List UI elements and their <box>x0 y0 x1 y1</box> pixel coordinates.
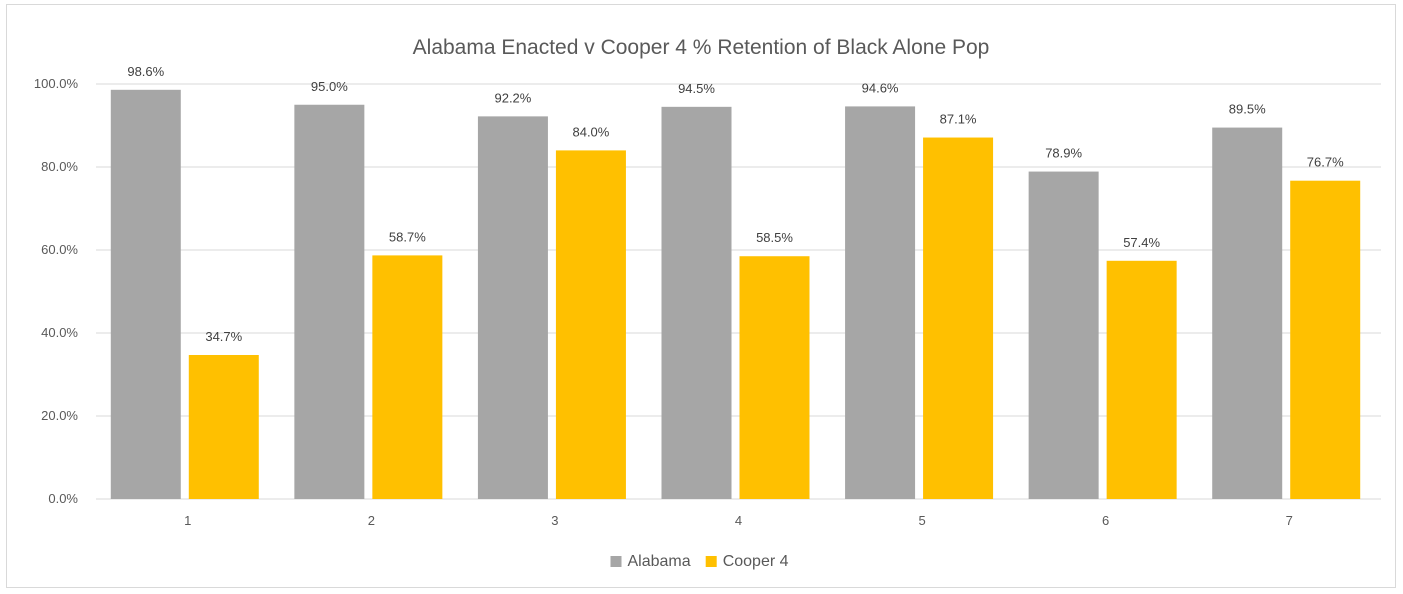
y-tick-label: 40.0% <box>41 325 78 340</box>
legend-swatch <box>705 556 717 567</box>
bar-alabama-4 <box>661 106 732 499</box>
bar-cooper-4-7 <box>1290 180 1361 499</box>
y-axis-ticks: 0.0% 20.0% 40.0% 60.0% 80.0% 100.0% <box>34 76 79 506</box>
data-label: 58.7% <box>389 229 426 244</box>
bar-alabama-6 <box>1028 171 1099 499</box>
bar-alabama-2 <box>294 104 365 499</box>
legend-label: Cooper 4 <box>723 553 789 570</box>
bar-cooper-4-6 <box>1106 260 1177 499</box>
x-tick-label: 7 <box>1286 513 1293 528</box>
data-label: 92.2% <box>494 90 531 105</box>
data-label: 94.5% <box>678 81 715 96</box>
gridlines <box>96 83 1381 500</box>
data-label: 98.6% <box>127 64 164 79</box>
data-label: 84.0% <box>572 124 609 139</box>
bar-cooper-4-5 <box>923 137 994 499</box>
legend-label: Alabama <box>628 553 691 570</box>
y-tick-label: 100.0% <box>34 76 79 91</box>
legend: Alabama Cooper 4 <box>610 553 789 570</box>
chart-container: Alabama Enacted v Cooper 4 % Retention o… <box>6 4 1396 588</box>
bars <box>110 89 1361 500</box>
data-label: 89.5% <box>1229 102 1266 117</box>
data-label: 95.0% <box>311 79 348 94</box>
y-tick-label: 60.0% <box>41 242 78 257</box>
data-label: 78.9% <box>1045 146 1082 161</box>
y-tick-label: 20.0% <box>41 408 78 423</box>
bar-cooper-4-3 <box>555 150 626 499</box>
x-tick-label: 3 <box>551 513 558 528</box>
bar-chart: Alabama Enacted v Cooper 4 % Retention o… <box>34 36 1381 570</box>
bar-alabama-5 <box>845 106 916 499</box>
legend-swatch <box>610 556 622 567</box>
x-tick-label: 2 <box>368 513 375 528</box>
x-tick-label: 6 <box>1102 513 1109 528</box>
data-label: 57.4% <box>1123 235 1160 250</box>
data-label: 87.1% <box>940 112 977 127</box>
x-axis-ticks: 1 2 3 4 5 6 7 <box>184 513 1293 528</box>
data-label: 76.7% <box>1307 155 1344 170</box>
y-tick-label: 0.0% <box>48 491 78 506</box>
bar-cooper-4-4 <box>739 256 810 499</box>
bar-cooper-4-2 <box>372 255 443 499</box>
bar-alabama-1 <box>110 89 181 499</box>
y-tick-label: 80.0% <box>41 159 78 174</box>
bar-alabama-7 <box>1212 127 1283 499</box>
chart-title: Alabama Enacted v Cooper 4 % Retention o… <box>413 36 990 59</box>
data-labels: 98.6% 34.7% 95.0% 58.7% 92.2% 84.0% 94.5% 58.5%… <box>127 64 1344 344</box>
x-tick-label: 5 <box>918 513 925 528</box>
data-label: 94.6% <box>862 80 899 95</box>
data-label: 34.7% <box>205 329 242 344</box>
data-label: 58.5% <box>756 230 793 245</box>
x-tick-label: 4 <box>735 513 742 528</box>
bar-alabama-3 <box>477 116 548 500</box>
bar-cooper-4-1 <box>188 354 259 499</box>
x-tick-label: 1 <box>184 513 191 528</box>
